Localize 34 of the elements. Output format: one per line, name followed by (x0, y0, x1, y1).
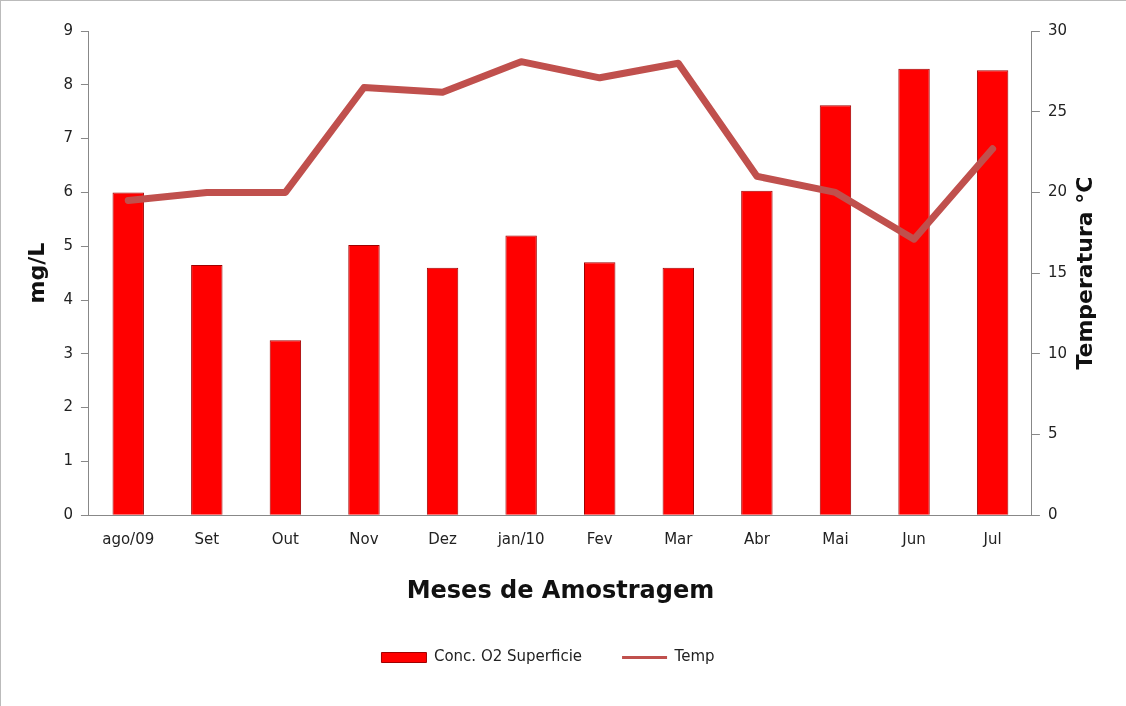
x-tick-label: Out (271, 530, 300, 549)
legend-label: Conc. O2 Superficie (433, 647, 583, 666)
x-tick-label: Mai (822, 530, 849, 549)
y-tick-label: 8 (63, 74, 73, 93)
x-tick-label: ago/09 (102, 530, 155, 549)
y-tick-label: 4 (63, 289, 73, 308)
y-axis-title: mg/L (23, 242, 49, 304)
y-tick-label: 6 (63, 182, 73, 201)
y2-axis-title: Temperatura °C (1071, 176, 1097, 370)
y2-tick-label: 25 (1047, 101, 1068, 120)
y2-tick-label: 15 (1047, 262, 1068, 281)
x-tick-label: Abr (743, 530, 771, 549)
x-tick-label: Mar (664, 530, 694, 549)
x-tick-label: Jul (982, 530, 1002, 549)
y-tick-label: 2 (63, 397, 73, 416)
y2-tick-label: 10 (1047, 343, 1068, 362)
x-tick-label: Nov (349, 530, 379, 549)
legend-label: Temp (673, 647, 715, 666)
x-tick-label: Jun (901, 530, 926, 549)
y-tick-label: 1 (63, 451, 73, 470)
y2-tick-label: 5 (1047, 424, 1058, 443)
x-tick-label: Dez (428, 530, 458, 549)
y2-tick-label: 0 (1047, 505, 1058, 524)
y-tick-label: 3 (63, 343, 73, 362)
x-tick-label: Fev (586, 530, 613, 549)
x-tick-label: jan/10 (496, 530, 545, 549)
y2-tick-label: 20 (1047, 182, 1068, 201)
y-tick-label: 7 (63, 128, 73, 147)
x-axis-title: Meses de Amostragem (406, 575, 715, 604)
x-tick-label: Set (194, 530, 220, 549)
y2-tick-label: 30 (1047, 20, 1068, 39)
y-tick-label: 9 (63, 20, 73, 39)
y-tick-label: 0 (63, 505, 73, 524)
y-tick-label: 5 (63, 236, 73, 255)
